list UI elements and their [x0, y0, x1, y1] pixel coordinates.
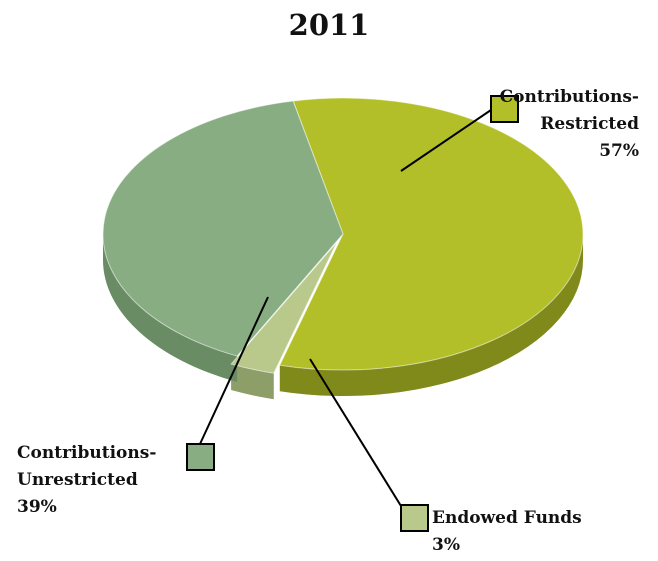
label-contributions-restricted: Contributions- Restricted 57% [500, 84, 639, 165]
legend-swatch-1 [400, 504, 429, 532]
pie-tops [102, 97, 584, 374]
chart-title: 2011 [288, 8, 370, 42]
leader-line-1 [309, 358, 402, 507]
label-contributions-unrestricted: Contributions- Unrestricted 39% [17, 440, 156, 521]
label-restricted-line1: Contributions- [499, 87, 639, 107]
pie-side-0 [279, 234, 583, 396]
pie-side-1 [231, 364, 274, 400]
label-endowed-funds: Endowed Funds 3% [432, 505, 582, 559]
leader-line-0 [400, 109, 492, 172]
legend-swatch-0 [490, 95, 519, 123]
label-endowed-line1: Endowed Funds [432, 508, 582, 528]
label-endowed-pct: 3% [432, 535, 460, 555]
label-restricted-line2: Restricted [540, 114, 639, 134]
legend-swatch-2 [186, 443, 215, 471]
pie-slice-2 [102, 100, 344, 357]
label-restricted-pct: 57% [599, 141, 639, 161]
label-unrestricted-line1: Contributions- [17, 443, 157, 463]
leader-lines [186, 95, 519, 532]
label-unrestricted-pct: 39% [17, 497, 57, 517]
pie-slice-1 [230, 241, 338, 374]
label-unrestricted-line2: Unrestricted [17, 470, 138, 490]
leader-line-2 [199, 296, 269, 445]
pie-slice-0 [279, 97, 584, 371]
